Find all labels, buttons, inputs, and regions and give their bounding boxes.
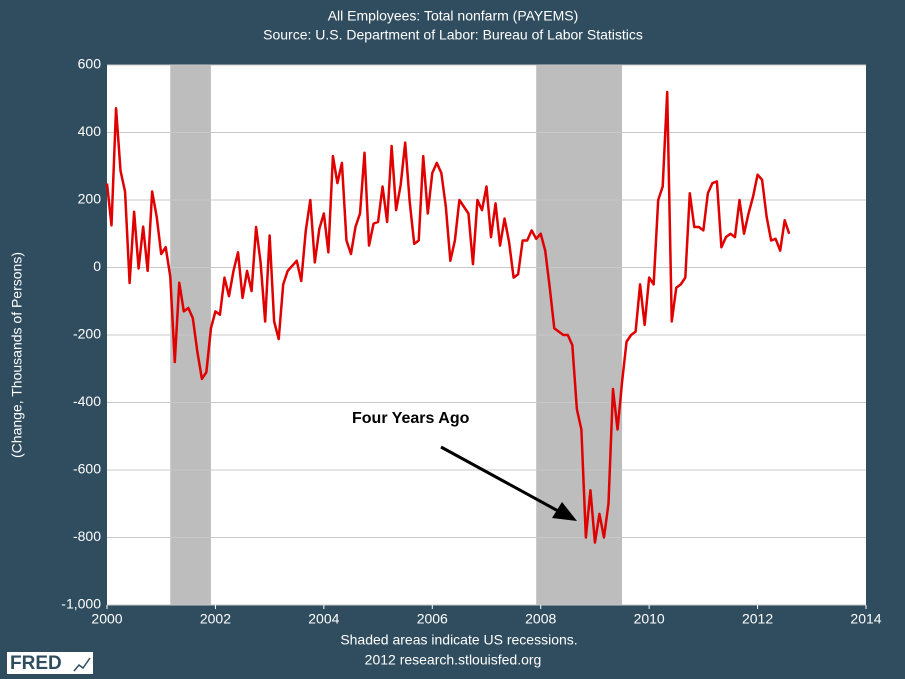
y-tick-label: -800 <box>73 528 101 544</box>
x-tick-label: 2002 <box>200 611 231 627</box>
x-tick-label: 2004 <box>308 611 339 627</box>
y-axis-label: (Change, Thousands of Persons) <box>9 252 25 458</box>
logo: FRED <box>10 653 62 674</box>
y-tick-label: -1,000 <box>61 596 101 612</box>
chart-subtitle: Source: U.S. Department of Labor: Bureau… <box>263 27 643 43</box>
y-tick-label: 400 <box>78 123 102 139</box>
x-tick-label: 2000 <box>91 611 122 627</box>
chart-title: All Employees: Total nonfarm (PAYEMS) <box>328 8 579 24</box>
y-tick-label: 600 <box>78 56 102 72</box>
x-tick-label: 2012 <box>742 611 773 627</box>
x-tick-label: 2014 <box>850 611 881 627</box>
source: 2012 research.stlouisfed.org <box>365 652 542 668</box>
annotation-arrow-shaft <box>440 445 561 514</box>
y-tick-label: -400 <box>73 393 101 409</box>
y-tick-label: -200 <box>73 326 101 342</box>
plot-front: Four Years Ago <box>105 90 791 544</box>
data-line <box>105 90 791 544</box>
logo-box <box>7 652 93 674</box>
annotation-arrow-head <box>552 502 577 521</box>
y-tick-label: -600 <box>73 461 101 477</box>
y-tick-label: 200 <box>78 191 102 207</box>
note: Shaded areas indicate US recessions. <box>340 632 577 648</box>
x-tick-label: 2008 <box>525 611 556 627</box>
logo-icon <box>73 657 91 672</box>
x-tick-label: 2010 <box>634 611 665 627</box>
x-tick-label: 2006 <box>417 611 448 627</box>
y-tick-label: 0 <box>93 258 101 274</box>
annotation: Four Years Ago <box>352 410 470 427</box>
